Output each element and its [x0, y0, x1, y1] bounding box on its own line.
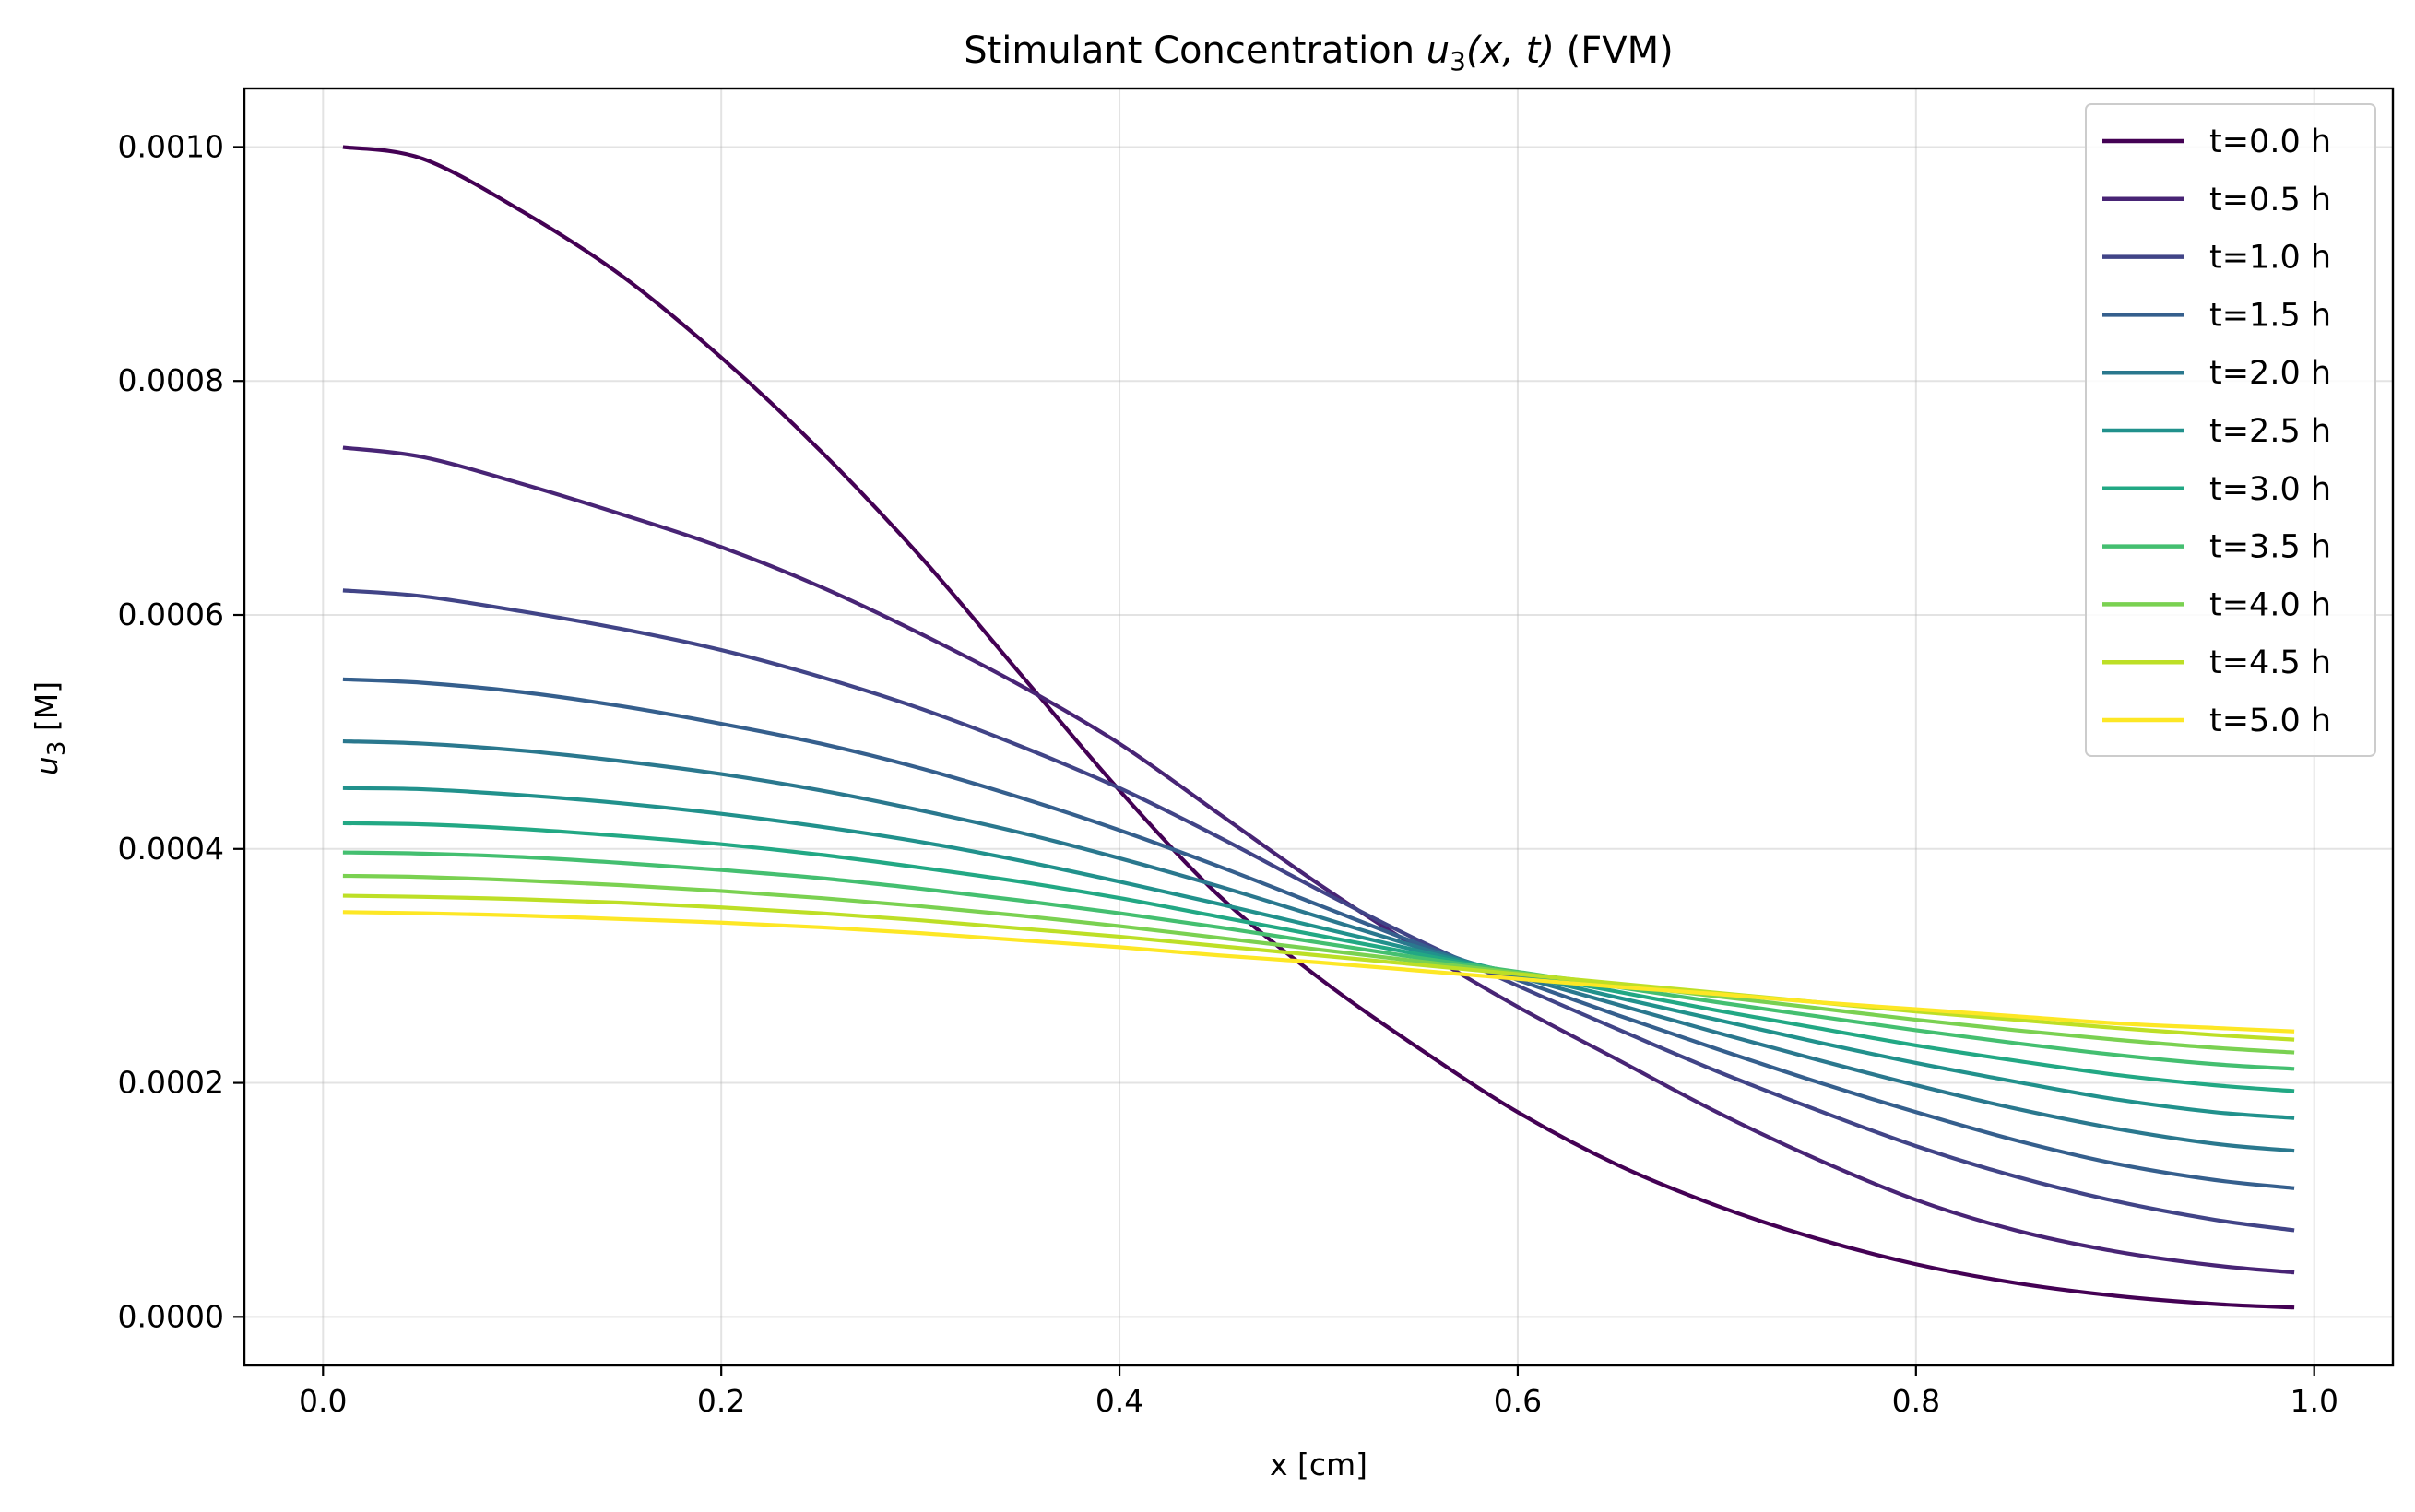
legend-label: t=0.0 h	[2209, 124, 2331, 160]
legend-entry: t=5.0 h	[2102, 703, 2331, 739]
y-tick-label: 0.0002	[118, 1065, 224, 1101]
y-tick-label: 0.0008	[118, 362, 224, 398]
series-1	[342, 445, 2295, 1275]
legend-label: t=1.5 h	[2209, 297, 2331, 334]
x-tick-label: 0.8	[1892, 1383, 1940, 1419]
y-tick-label: 0.0004	[118, 831, 224, 867]
legend-label: t=3.5 h	[2209, 529, 2331, 566]
x-tick-label: 0.2	[697, 1383, 745, 1419]
grid	[244, 89, 2393, 1365]
legend-label: t=3.0 h	[2209, 471, 2331, 508]
chart-title-var: u	[1427, 30, 1450, 72]
y-axis-label-var: u	[29, 756, 65, 775]
legend-label: t=5.0 h	[2209, 703, 2331, 739]
legend-entry: t=2.5 h	[2102, 413, 2331, 450]
legend: t=0.0 h t=0.5 h t=1.0 h t=1.5 h t=2.0 h t=2.5…	[2085, 103, 2376, 757]
y-axis-label-unit: [M]	[29, 681, 65, 741]
series-line	[342, 910, 2295, 1034]
legend-entry: t=2.0 h	[2102, 355, 2331, 392]
chart-title-suffix: (FVM)	[1555, 30, 1674, 72]
series-2	[342, 588, 2295, 1233]
legend-entry: t=0.5 h	[2102, 182, 2331, 219]
x-tick-label: 1.0	[2290, 1383, 2338, 1419]
legend-entry: t=4.5 h	[2102, 644, 2331, 681]
y-tick-label: 0.0000	[118, 1298, 224, 1334]
series-5	[342, 786, 2295, 1120]
y-axis-label: u3 [M]	[29, 681, 71, 775]
y-tick-label: 0.0006	[118, 597, 224, 632]
legend-entry: t=0.0 h	[2102, 124, 2331, 160]
x-tick-label: 0.4	[1095, 1383, 1143, 1419]
series-7	[342, 850, 2295, 1071]
legend-label: t=4.5 h	[2209, 644, 2331, 681]
legend-label: t=4.0 h	[2209, 586, 2331, 623]
chart-title-prefix: Stimulant Concentration	[964, 30, 1427, 72]
legend-entry: t=1.0 h	[2102, 240, 2331, 277]
axis-ticks: 0.0 0.2 0.4 0.6 0.8 1.0 0.0000 0.0002 0.0004 0.00…	[118, 128, 2338, 1419]
chart-title-args: (x, t)	[1466, 30, 1555, 72]
legend-label: t=2.5 h	[2209, 413, 2331, 450]
x-axis-label: x [cm]	[1270, 1447, 1367, 1482]
legend-entry: t=3.5 h	[2102, 529, 2331, 566]
legend-items: t=0.0 h t=0.5 h t=1.0 h t=1.5 h t=2.0 h t=2.5…	[2102, 124, 2331, 739]
legend-label: t=1.0 h	[2209, 240, 2331, 277]
x-tick-label: 0.6	[1494, 1383, 1542, 1419]
y-axis-label-sub: 3	[43, 741, 71, 757]
series-0	[342, 145, 2295, 1310]
legend-entry: t=3.0 h	[2102, 471, 2331, 508]
legend-entry: t=4.0 h	[2102, 586, 2331, 623]
legend-label: t=2.0 h	[2209, 355, 2331, 392]
chart-title: Stimulant Concentration u3(x, t) (FVM)	[964, 30, 1674, 77]
series-10	[342, 910, 2295, 1034]
legend-label: t=0.5 h	[2209, 182, 2331, 219]
series-4	[342, 738, 2295, 1153]
series-3	[342, 677, 2295, 1190]
y-tick-label: 0.0010	[118, 128, 224, 164]
legend-frame	[2085, 103, 2376, 757]
chart-title-sub: 3	[1450, 46, 1466, 77]
series-line	[342, 145, 2295, 1310]
plot-frame	[243, 87, 2395, 1367]
series-9	[342, 893, 2295, 1042]
series-line	[342, 588, 2295, 1233]
x-tick-label: 0.0	[299, 1383, 347, 1419]
legend-entry: t=1.5 h	[2102, 297, 2331, 334]
plot-lines	[342, 145, 2295, 1310]
series-line	[342, 445, 2295, 1275]
